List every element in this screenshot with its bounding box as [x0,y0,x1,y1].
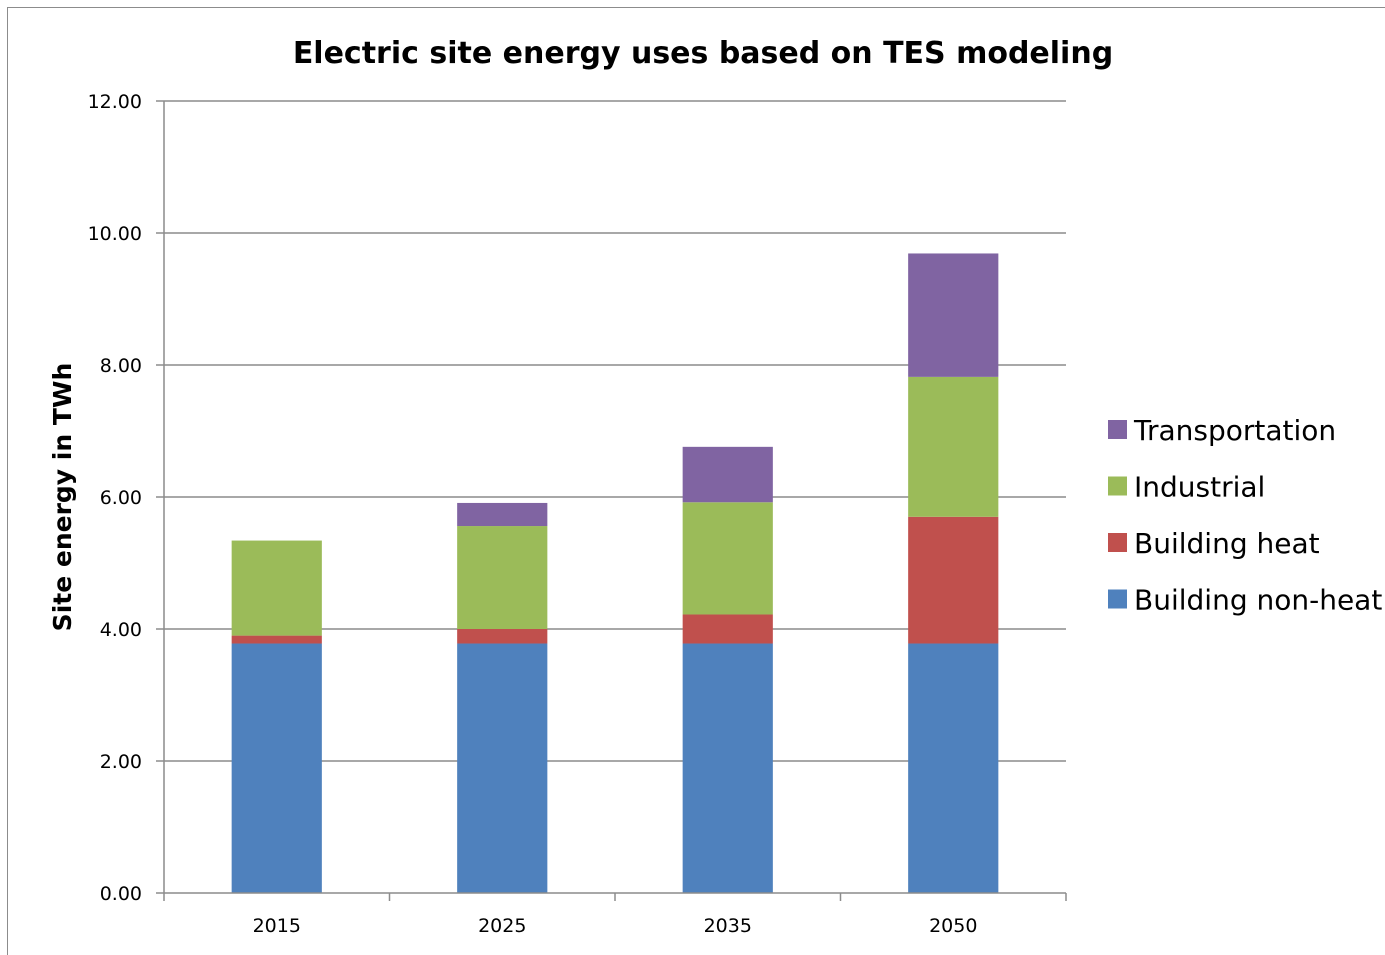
bar-segment [908,643,999,893]
bar-segment [457,502,548,527]
x-tick-label: 2050 [929,915,977,937]
bar-segment [231,643,322,893]
bar-segment [682,502,773,615]
bar-segment [682,446,773,503]
bar-segment [457,526,548,629]
chart-frame [7,7,1385,955]
chart-title: Electric site energy uses based on TES m… [293,36,1113,71]
legend-swatch [1108,420,1127,439]
legend-label: Building heat [1134,527,1320,560]
bar-segment [908,376,999,517]
bars [231,253,999,893]
bar-segment [457,643,548,893]
y-axis-label: Site energy in TWh [48,363,77,632]
y-tick-label: 8.00 [100,355,142,377]
legend-label: Building non-heat [1134,584,1382,617]
legend-swatch [1108,589,1127,609]
x-tick-labels: 2015 2025 2035 2050 [253,915,978,937]
y-tick-label: 12.00 [88,91,142,113]
bar-segment [682,614,773,644]
x-tick-label: 2025 [478,915,526,937]
y-tick-label: 6.00 [100,487,142,509]
bar-segment [231,540,322,636]
y-tick-label: 10.00 [88,223,142,245]
legend-label: Transportation [1133,414,1336,447]
bar-segment [682,643,773,893]
y-tick-label: 4.00 [100,619,142,641]
x-tick-label: 2035 [704,915,752,937]
bar-segment [908,516,999,644]
legend-swatch [1108,476,1127,496]
bar-segment [457,629,548,644]
legend: Transportation Industrial Building heat Bui… [1108,414,1382,617]
bar-segment [908,253,999,377]
axes [156,100,1067,901]
legend-label: Industrial [1134,471,1265,504]
y-tick-label: 0.00 [100,883,142,905]
y-tick-labels: 0.00 2.00 4.00 6.00 8.00 10.00 12.00 [88,91,142,905]
x-tick-label: 2015 [253,915,301,937]
legend-swatch [1108,533,1127,552]
y-tick-label: 2.00 [100,751,142,773]
bar-segment [231,635,322,644]
